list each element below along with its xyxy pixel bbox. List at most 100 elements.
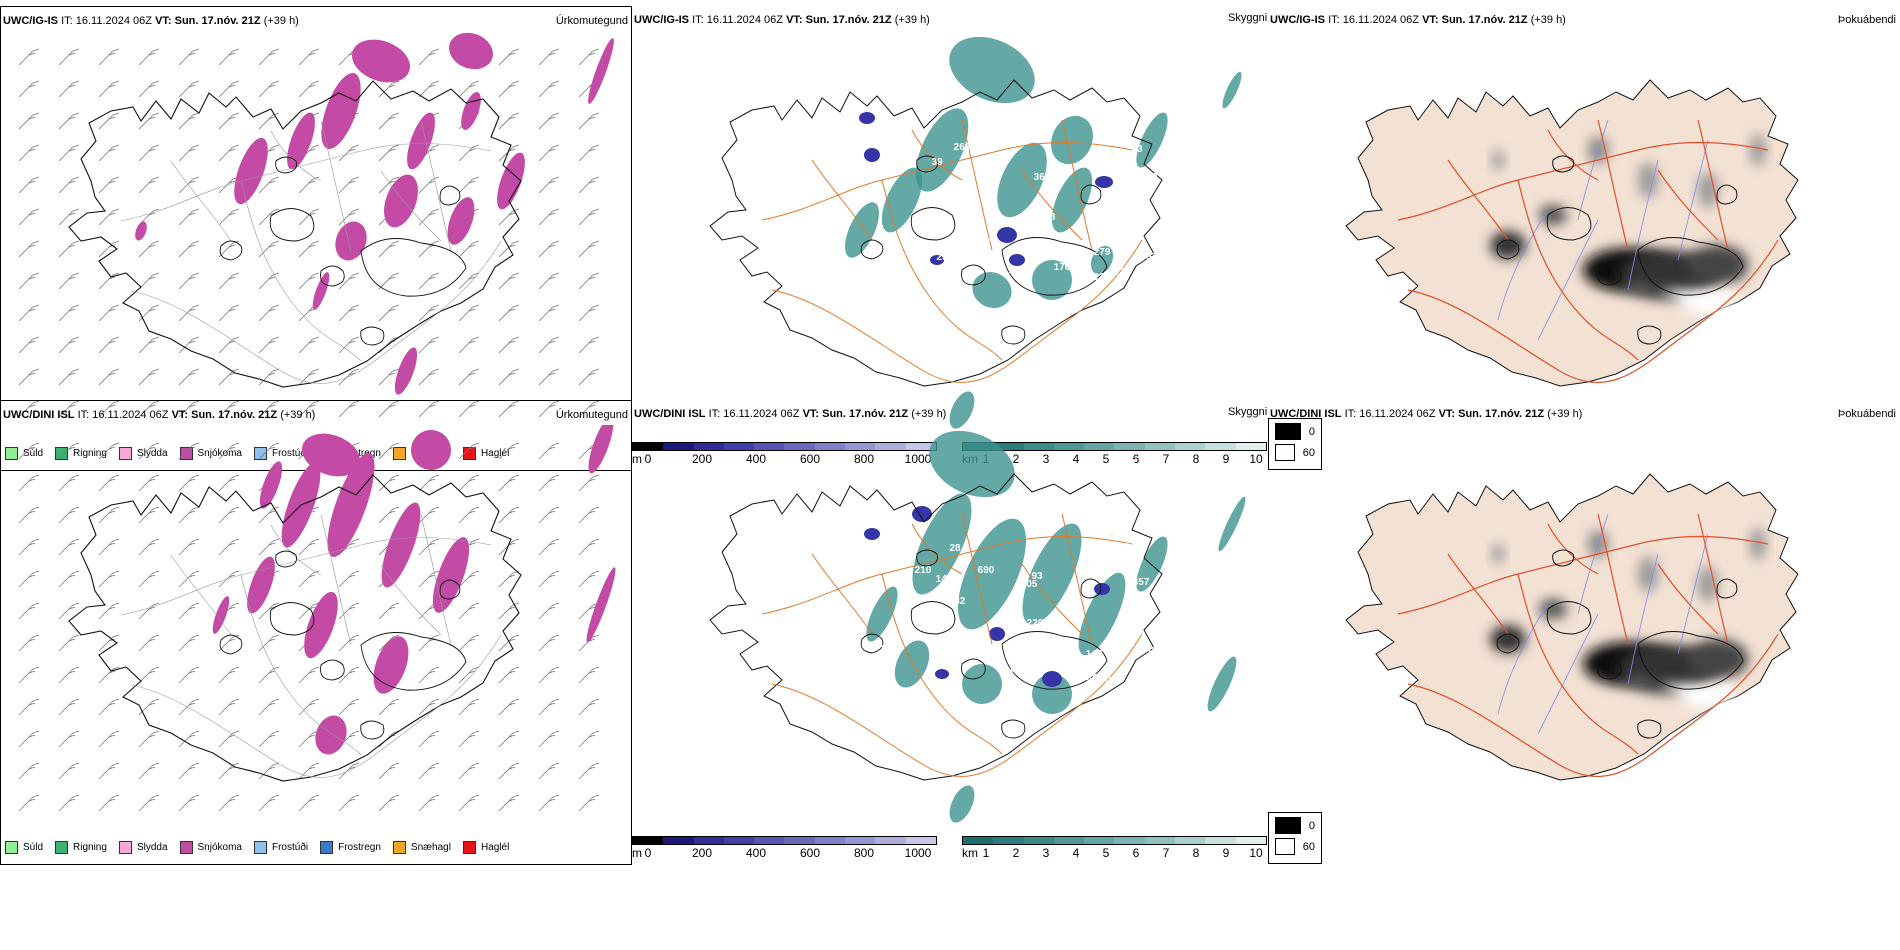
colorbar-segment	[1235, 443, 1266, 450]
colorbar-segment	[845, 837, 876, 844]
colorbar-segment	[1023, 443, 1054, 450]
wind-barb	[498, 666, 520, 684]
road	[170, 554, 232, 636]
low-visibility-area	[1051, 115, 1093, 165]
ceiling-value-label: 805	[1021, 579, 1038, 590]
ceiling-value-label: 162	[974, 237, 991, 248]
low-visibility-area	[1078, 572, 1126, 656]
road	[771, 239, 1143, 383]
legend-item: Snæhagl	[392, 841, 451, 854]
ceiling-value-label: 357	[1133, 577, 1150, 588]
iceland-outline	[709, 473, 1163, 781]
wind-barb	[418, 48, 440, 66]
glacier-outline	[360, 326, 385, 346]
wind-barb	[98, 368, 120, 386]
wind-barb	[258, 304, 280, 322]
glacier-outlines	[219, 550, 467, 740]
legend-label: Frostregn	[338, 448, 381, 459]
panel-header: UWC/IG-IS IT: 16.11.2024 06Z VT: Sun. 17…	[1270, 14, 1566, 26]
wind-barb	[98, 698, 120, 716]
ceiling-colorbar: m 0 200 400 600 800 1000	[632, 836, 937, 860]
wind-barb	[178, 762, 200, 780]
road	[130, 240, 502, 384]
wind-barb	[218, 144, 240, 162]
colorbar-unit: m	[632, 452, 642, 466]
fog-area	[1698, 172, 1718, 208]
wind-barb	[458, 442, 480, 460]
lead-time: (+39 h)	[911, 408, 947, 420]
road-network	[120, 120, 502, 384]
wind-barb	[18, 698, 40, 716]
colorbar-tick: 3	[1042, 846, 1050, 860]
wind-barb	[298, 368, 320, 386]
wind-barb	[578, 240, 600, 258]
panel-title: Úrkomutegund	[555, 15, 628, 27]
wind-barb	[538, 506, 560, 524]
wind-barb	[98, 602, 120, 620]
valid-time-value: Sun. 17.nóv. 21Z	[1441, 14, 1528, 26]
wind-barb	[498, 698, 520, 716]
glacier-outlines	[860, 155, 1108, 345]
river-network	[1497, 513, 1709, 735]
wind-barb	[18, 176, 40, 194]
road	[1397, 535, 1769, 615]
legend-swatch-max	[1275, 838, 1295, 855]
glacier-outline	[910, 207, 956, 241]
road	[961, 119, 993, 251]
colorbar-segment	[754, 443, 785, 450]
wind-barb	[138, 730, 160, 748]
wind-barb	[418, 730, 440, 748]
ceiling-value-label: 128	[884, 247, 901, 258]
init-time-label: IT:	[708, 408, 721, 420]
ceiling-value-label: 144	[1125, 542, 1142, 553]
glacier-outline	[1716, 578, 1738, 599]
snow-area	[432, 537, 470, 613]
wind-barb	[418, 762, 440, 780]
wind-barb	[58, 304, 80, 322]
ceiling-value-label: 134	[1114, 267, 1131, 278]
init-time-value: 16.11.2024 06Z	[723, 408, 800, 420]
forecast-row: UWC/IG-IS IT: 16.11.2024 06Z VT: Sun. 17…	[0, 6, 1900, 486]
road	[1517, 179, 1639, 361]
wind-barb	[418, 698, 440, 716]
wind-barb	[18, 304, 40, 322]
glacier-outline	[1637, 237, 1744, 296]
wind-barb	[258, 400, 280, 418]
wind-barb	[578, 506, 600, 524]
colorbar-tick: 1000	[904, 452, 932, 466]
colorbar-tick: 4	[1072, 846, 1080, 860]
glacier-outline	[439, 579, 461, 600]
wind-barb	[98, 112, 120, 130]
wind-barb	[338, 208, 360, 226]
wind-barb	[458, 602, 480, 620]
glacier-outline	[1637, 325, 1662, 345]
panel-header: UWC/IG-IS IT: 16.11.2024 06Z VT: Sun. 17…	[634, 14, 930, 26]
wind-barb	[98, 474, 120, 492]
colorbar-tick: 400	[745, 452, 767, 466]
road	[320, 514, 352, 646]
cloud-visibility-panel: UWC/IG-IS IT: 16.11.2024 06Z VT: Sun. 17…	[632, 6, 1322, 476]
wind-barb	[418, 794, 440, 812]
legend-label: Snæhagl	[410, 842, 451, 853]
road	[120, 143, 492, 222]
colorbar-segment	[1175, 837, 1206, 844]
wind-barb	[178, 666, 200, 684]
low-visibility-area	[1207, 656, 1237, 712]
legend-swatch-max	[1275, 444, 1295, 461]
wind-barb	[218, 368, 240, 386]
wind-barb	[498, 336, 520, 354]
wind-barb	[58, 176, 80, 194]
precip-type-panel: UWC/IG-IS IT: 16.11.2024 06Z VT: Sun. 17…	[0, 6, 632, 471]
valid-time-value: Sun. 17.nóv. 21Z	[1458, 408, 1545, 420]
snow-area	[381, 502, 421, 588]
river	[1627, 159, 1659, 291]
legend-item: Slydda	[118, 447, 168, 460]
wind-barb	[578, 474, 600, 492]
glacier-outline	[1001, 325, 1026, 345]
wind-barb	[338, 762, 360, 780]
road	[270, 130, 322, 182]
glacier-outline	[1001, 631, 1108, 690]
wind-barb	[58, 442, 80, 460]
fog-area	[1698, 566, 1718, 602]
wind-barb	[418, 570, 440, 588]
